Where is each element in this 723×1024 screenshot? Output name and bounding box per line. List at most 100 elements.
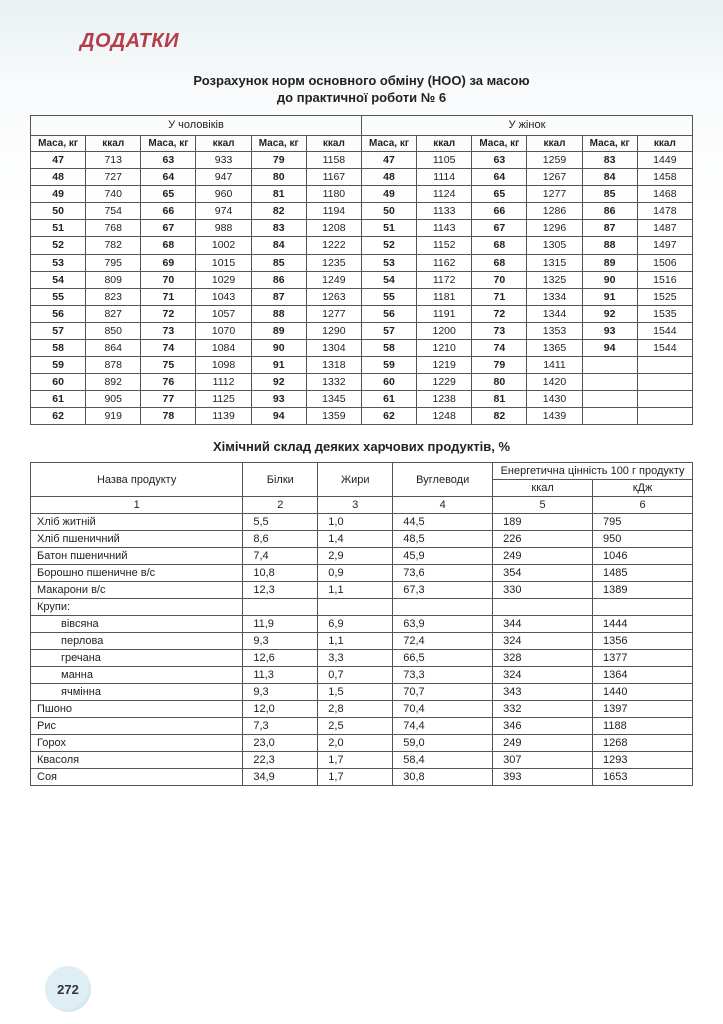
kcal-cell: 1259 [527,152,582,169]
kcal-cell: 1235 [306,254,361,271]
mass-cell: 72 [472,305,527,322]
kcal-cell: 1305 [527,237,582,254]
table-row: Борошно пшеничне в/с10,80,973,63541485 [31,565,693,582]
table-row: 52782681002841222521152681305881497 [31,237,693,254]
kcal-cell: 933 [196,152,251,169]
mass-cell: 50 [361,203,416,220]
mass-cell: 74 [141,339,196,356]
value-cell: 1,1 [318,633,393,650]
foods-title: Хімічний склад деяких харчових продуктів… [30,439,693,454]
product-name: Соя [31,769,243,786]
mass-cell: 70 [141,271,196,288]
mass-cell: 62 [31,408,86,425]
mass-cell: 79 [472,356,527,373]
value-cell: 1293 [593,752,693,769]
table-row: Хліб житній5,51,044,5189795 [31,514,693,531]
mass-cell: 51 [361,220,416,237]
value-cell: 1364 [593,667,693,684]
value-cell: 12,6 [243,650,318,667]
kcal-cell: 1222 [306,237,361,254]
mass-cell: 48 [31,169,86,186]
value-cell: 328 [493,650,593,667]
table-row: 54809701029861249541172701325901516 [31,271,693,288]
value-cell: 58,4 [393,752,493,769]
noo-table: У чоловіків У жінок Маса, кгккалМаса, кг… [30,115,693,425]
value-cell [393,599,493,616]
value-cell: 1377 [593,650,693,667]
kcal-cell: 1172 [417,271,472,288]
mass-cell: 88 [251,305,306,322]
value-cell: 70,7 [393,684,493,701]
noo-col-kcal: ккал [86,135,141,152]
kcal-cell: 1332 [306,373,361,390]
mass-cell: 79 [251,152,306,169]
value-cell: 950 [593,531,693,548]
value-cell: 9,3 [243,684,318,701]
table-row: Соя34,91,730,83931653 [31,769,693,786]
mass-cell: 69 [141,254,196,271]
table-row: ячмінна9,31,570,73431440 [31,684,693,701]
value-cell: 1,4 [318,531,393,548]
mass-cell: 60 [31,373,86,390]
kcal-cell: 1468 [637,186,692,203]
noo-col-mass: Маса, кг [251,135,306,152]
table-row: 5176867988831208511143671296871487 [31,220,693,237]
mass-cell: 94 [582,339,637,356]
value-cell: 72,4 [393,633,493,650]
kcal-cell: 1248 [417,408,472,425]
mass-cell: 61 [361,391,416,408]
mass-cell: 55 [31,288,86,305]
mass-cell: 92 [251,373,306,390]
kcal-cell: 1139 [196,408,251,425]
kcal-cell: 1458 [637,169,692,186]
kcal-cell: 1345 [306,391,361,408]
value-cell: 74,4 [393,718,493,735]
mass-cell: 52 [361,237,416,254]
kcal-cell: 1162 [417,254,472,271]
kcal-cell: 727 [86,169,141,186]
noo-title: Розрахунок норм основного обміну (НОО) з… [30,73,693,88]
table-row: 61905771125931345611238811430 [31,391,693,408]
value-cell: 330 [493,582,593,599]
value-cell: 11,9 [243,616,318,633]
kcal-cell: 1238 [417,391,472,408]
col-fat: Жири [318,463,393,497]
table-row: 4872764947801167481114641267841458 [31,169,693,186]
page: ДОДАТКИ Розрахунок норм основного обміну… [0,0,723,1024]
mass-cell: 78 [141,408,196,425]
mass-cell: 74 [472,339,527,356]
mass-cell: 93 [251,391,306,408]
mass-cell: 47 [31,152,86,169]
kcal-cell [637,408,692,425]
mass-cell [582,373,637,390]
mass-cell: 90 [251,339,306,356]
kcal-cell: 864 [86,339,141,356]
table-row: Горох23,02,059,02491268 [31,735,693,752]
kcal-cell: 1315 [527,254,582,271]
table-row: 55823711043871263551181711334911525 [31,288,693,305]
value-cell [243,599,318,616]
mass-cell: 47 [361,152,416,169]
kcal-cell: 809 [86,271,141,288]
product-name: Батон пшеничний [31,548,243,565]
value-cell: 393 [493,769,593,786]
product-name: перлова [31,633,243,650]
mass-cell: 82 [472,408,527,425]
noo-col-kcal: ккал [637,135,692,152]
mass-cell: 58 [31,339,86,356]
mass-cell: 93 [582,322,637,339]
value-cell: 30,8 [393,769,493,786]
kcal-cell: 1487 [637,220,692,237]
value-cell: 12,3 [243,582,318,599]
value-cell: 34,9 [243,769,318,786]
mass-cell: 71 [141,288,196,305]
noo-col-mass: Маса, кг [472,135,527,152]
col-protein: Білки [243,463,318,497]
mass-cell: 85 [582,186,637,203]
value-cell: 23,0 [243,735,318,752]
kcal-cell: 1191 [417,305,472,322]
kcal-cell: 1125 [196,391,251,408]
value-cell: 307 [493,752,593,769]
mass-cell: 66 [141,203,196,220]
value-cell: 1,7 [318,752,393,769]
